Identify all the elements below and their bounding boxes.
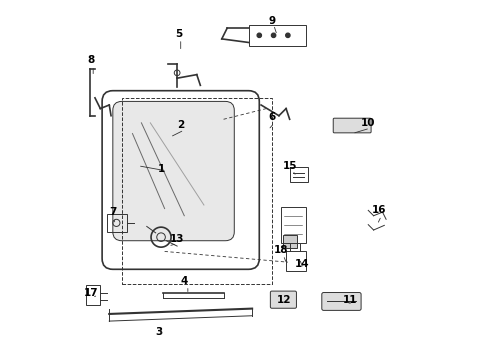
FancyBboxPatch shape [322, 293, 361, 310]
Text: 14: 14 [295, 259, 310, 269]
Bar [122, 98, 272, 284]
Text: 8: 8 [88, 55, 95, 65]
Text: 7: 7 [109, 207, 117, 217]
Bar [290, 167, 308, 182]
Bar [86, 285, 100, 305]
Text: 9: 9 [268, 16, 275, 26]
Text: 5: 5 [175, 28, 183, 39]
Text: 1: 1 [157, 164, 165, 174]
Text: 18: 18 [273, 245, 288, 255]
Circle shape [257, 33, 262, 37]
FancyBboxPatch shape [333, 118, 371, 133]
Text: 13: 13 [170, 234, 184, 244]
Text: 2: 2 [177, 120, 184, 130]
Text: 15: 15 [282, 161, 297, 171]
Bar [281, 207, 306, 243]
Text: 10: 10 [361, 118, 375, 128]
Circle shape [286, 33, 290, 37]
Text: 11: 11 [343, 295, 358, 305]
Bar [283, 235, 297, 248]
Circle shape [271, 33, 276, 37]
FancyBboxPatch shape [270, 291, 296, 308]
Text: 3: 3 [156, 327, 163, 337]
Bar [286, 251, 306, 271]
Bar [107, 214, 127, 232]
Text: 16: 16 [372, 205, 386, 215]
FancyBboxPatch shape [113, 102, 234, 241]
Text: 17: 17 [83, 288, 98, 297]
Text: 12: 12 [277, 295, 292, 305]
Bar [248, 24, 306, 46]
Text: 4: 4 [181, 276, 188, 286]
Text: 6: 6 [268, 112, 275, 122]
